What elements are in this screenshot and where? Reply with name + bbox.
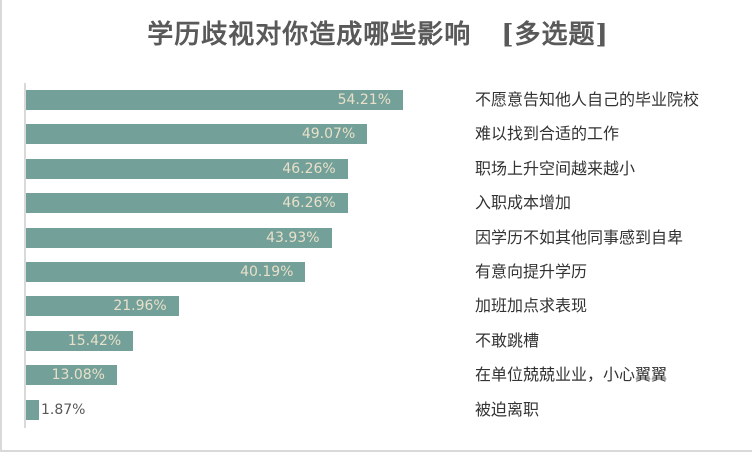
category-label: 被迫离职 xyxy=(475,399,540,419)
bar xyxy=(26,365,117,386)
data-label: 43.93% xyxy=(266,229,320,246)
category-label: 难以找到合适的工作 xyxy=(475,124,620,144)
bar xyxy=(26,399,39,420)
bar xyxy=(26,330,134,351)
data-label: 40.19% xyxy=(240,264,294,280)
category-label: 不愿意告知他人自己的毕业院校 xyxy=(475,90,700,109)
data-label: 46.26% xyxy=(282,160,336,177)
data-label: 21.96% xyxy=(113,298,167,315)
title-text: 学历歧视对你造成哪些影响 xyxy=(147,20,472,50)
bar xyxy=(26,227,332,248)
category-label: 不敢跳槽 xyxy=(475,330,540,350)
subtitle-text: [多选题] xyxy=(501,20,609,50)
bar xyxy=(26,193,348,214)
chart-title: 学历歧视对你造成哪些影响 [多选题] xyxy=(2,14,752,51)
bar xyxy=(26,90,403,110)
category-label: 有意向提升学历 xyxy=(475,262,588,281)
bar xyxy=(26,124,368,145)
data-label: 1.87% xyxy=(41,401,86,418)
data-label: 49.07% xyxy=(301,126,356,143)
data-label: 15.42% xyxy=(67,332,122,349)
data-label: 13.08% xyxy=(51,367,105,384)
bar xyxy=(26,158,348,179)
y-axis-line xyxy=(24,83,26,428)
category-label: 职场上升空间越来越小 xyxy=(475,158,636,178)
data-label: 46.26% xyxy=(282,195,336,212)
category-label: 在单位兢兢业业，小心翼翼 xyxy=(475,365,668,385)
category-label: 因学历不如其他同事感到自卑 xyxy=(475,227,684,247)
category-label: 加班加点求表现 xyxy=(475,296,588,316)
bar xyxy=(26,262,306,282)
data-label: 54.21% xyxy=(337,92,391,108)
category-label: 入职成本增加 xyxy=(475,193,572,213)
bar xyxy=(26,296,179,317)
